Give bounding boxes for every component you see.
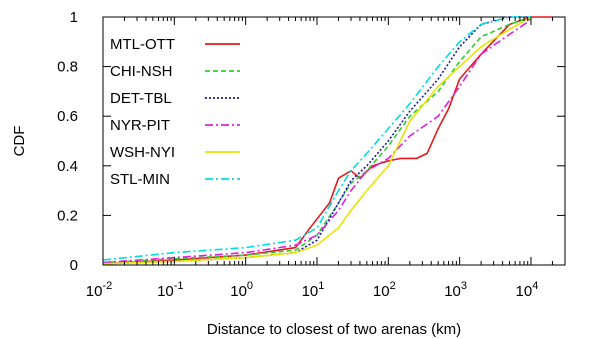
y-tick-label: 0.8 (57, 59, 78, 76)
x-axis-title: Distance to closest of two arenas (km) (207, 321, 461, 338)
legend-label-nyr-pit: NYR-PIT (110, 117, 170, 134)
legend-label-det-tbl: DET-TBL (110, 90, 172, 107)
series-layer (102, 16, 553, 265)
x-tick-label: 101 (302, 280, 325, 300)
tick-layer (102, 16, 566, 266)
x-tick-label: 100 (230, 280, 253, 300)
legend-label-mtl-ott: MTL-OTT (110, 36, 175, 53)
x-tick-label: 10-2 (86, 280, 112, 300)
series-line-mtl-ott (102, 16, 553, 265)
x-tick-label: 102 (373, 280, 396, 300)
y-axis-title: CDF (11, 126, 28, 157)
y-tick-label: 1 (70, 9, 78, 26)
y-tick-label: 0.2 (57, 207, 78, 224)
series-line-stl-min (102, 16, 531, 261)
y-tick-label: 0 (70, 257, 78, 274)
legend-label-stl-min: STL-MIN (110, 171, 170, 188)
series-line-nyr-pit (102, 16, 532, 264)
x-tick-label: 104 (516, 280, 539, 300)
y-tick-labels: 0 0.2 0.4 0.6 0.8 1 (57, 9, 78, 274)
x-tick-labels: 10-2 10-1 100 101 102 103 104 (86, 280, 539, 300)
y-tick-label: 0.6 (57, 108, 78, 125)
legend-label-wsh-nyi: WSH-NYI (110, 144, 175, 161)
legend-label-chi-nsh: CHI-NSH (110, 63, 173, 80)
series-line-chi-nsh (102, 16, 532, 264)
plot-area (102, 16, 566, 266)
legend: MTL-OTT CHI-NSH DET-TBL NYR-PIT WSH-NYI STL-M… (110, 36, 240, 188)
y-tick-label: 0.4 (57, 158, 78, 175)
x-tick-label: 103 (444, 280, 467, 300)
x-tick-label: 10-1 (157, 280, 183, 300)
plot-frame (102, 16, 566, 266)
series-line-wsh-nyi (102, 16, 532, 265)
